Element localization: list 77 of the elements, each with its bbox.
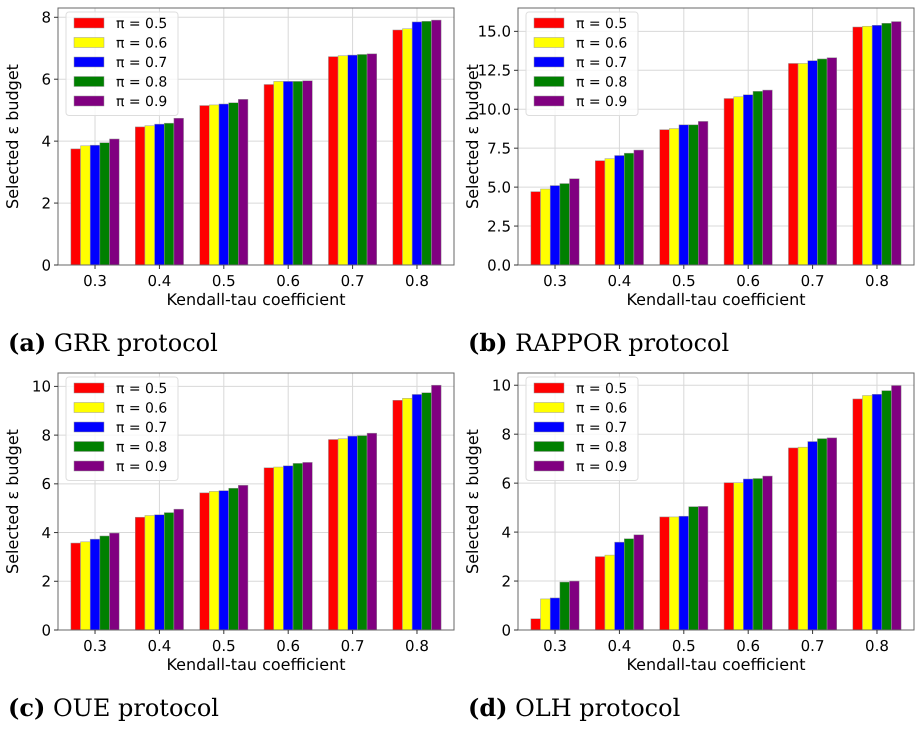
text: (c) OUE protocol: [8, 693, 219, 722]
x-tick-label: 0.3: [83, 272, 107, 290]
legend-label: π = 0.8: [576, 74, 628, 90]
x-tick-label: 0.7: [340, 272, 365, 290]
y-tick-label: 2.5: [487, 217, 511, 236]
y-tick-label: 8: [501, 425, 511, 444]
legend-label: π = 0.8: [576, 440, 628, 456]
y-tick-label: 4: [41, 524, 51, 542]
x-tick-label: 0.3: [83, 637, 107, 655]
y-tick-label: 4: [41, 132, 51, 150]
y-tick-label: 2: [501, 572, 511, 590]
text: (b) RAPPOR protocol: [468, 328, 730, 357]
y-tick-label: 0.0: [487, 256, 511, 274]
y-tick-label: 6: [501, 474, 511, 492]
x-tick-label: 0.4: [607, 272, 632, 290]
x-tick-label: 0.7: [340, 637, 365, 655]
x-tick-label: 0.3: [543, 272, 567, 290]
x-tick-label: 0.8: [865, 637, 889, 655]
legend-label: π = 0.7: [116, 420, 168, 436]
legend-label: π = 0.5: [116, 381, 168, 397]
legend-label: π = 0.5: [576, 16, 628, 32]
legend-label: π = 0.9: [576, 94, 628, 110]
y-axis-title: Selected ε budget: [3, 429, 22, 574]
y-tick-label: 0: [41, 621, 51, 640]
legend-label: π = 0.9: [116, 459, 168, 475]
text: (a) GRR protocol: [8, 328, 218, 357]
x-axis-title: Kendall-tau coefficient: [166, 655, 346, 674]
y-tick-label: 4: [501, 523, 511, 542]
legend-label: π = 0.9: [576, 459, 628, 475]
x-tick-label: 0.8: [865, 272, 889, 290]
y-tick-label: 10: [492, 376, 511, 394]
x-tick-label: 0.3: [543, 637, 567, 655]
y-tick-label: 6: [41, 475, 51, 494]
x-tick-label: 0.5: [672, 272, 696, 290]
legend-label: π = 0.7: [576, 55, 628, 71]
legend-label: π = 0.7: [576, 420, 628, 436]
x-tick-label: 0.6: [276, 637, 300, 655]
y-tick-label: 2: [41, 194, 51, 212]
x-tick-label: 0.7: [800, 272, 825, 290]
x-tick-label: 0.5: [212, 637, 236, 655]
legend-label: π = 0.5: [116, 16, 168, 32]
x-tick-label: 0.7: [800, 637, 825, 655]
y-tick-label: 8: [41, 8, 51, 27]
legend-label: π = 0.9: [116, 94, 168, 110]
x-tick-label: 0.6: [276, 272, 300, 290]
legend-label: π = 0.5: [576, 381, 628, 397]
x-axis-title: Kendall-tau coefficient: [166, 290, 346, 309]
y-tick-label: 8: [41, 426, 51, 444]
y-tick-label: 5.0: [487, 178, 511, 196]
legend-label: π = 0.7: [116, 55, 168, 71]
x-tick-label: 0.4: [607, 637, 632, 655]
x-tick-label: 0.6: [736, 272, 760, 290]
x-axis-title: Kendall-tau coefficient: [626, 655, 806, 674]
x-tick-label: 0.6: [736, 637, 760, 655]
y-tick-label: 0: [501, 621, 511, 640]
x-tick-label: 0.8: [405, 272, 429, 290]
x-tick-label: 0.8: [405, 637, 429, 655]
y-tick-label: 15.0: [478, 22, 511, 41]
legend-label: π = 0.6: [116, 400, 168, 416]
legend-label: π = 0.8: [116, 74, 168, 90]
legend-label: π = 0.6: [576, 400, 628, 416]
legend-label: π = 0.8: [116, 440, 168, 456]
y-tick-label: 10: [32, 378, 51, 396]
x-axis-title: Kendall-tau coefficient: [626, 290, 806, 309]
x-tick-label: 0.4: [147, 272, 172, 290]
y-axis-title: Selected ε budget: [463, 429, 482, 574]
x-tick-label: 0.5: [212, 272, 236, 290]
text: (d) OLH protocol: [468, 693, 680, 722]
y-tick-label: 0: [41, 256, 51, 274]
y-tick-label: 6: [41, 70, 51, 88]
x-tick-label: 0.5: [672, 637, 696, 655]
x-tick-label: 0.4: [147, 637, 172, 655]
y-tick-label: 7.5: [487, 139, 511, 158]
legend-label: π = 0.6: [116, 36, 168, 52]
y-tick-label: 2: [41, 572, 51, 591]
legend-label: π = 0.6: [576, 36, 628, 52]
y-axis-title: Selected ε budget: [3, 64, 22, 209]
